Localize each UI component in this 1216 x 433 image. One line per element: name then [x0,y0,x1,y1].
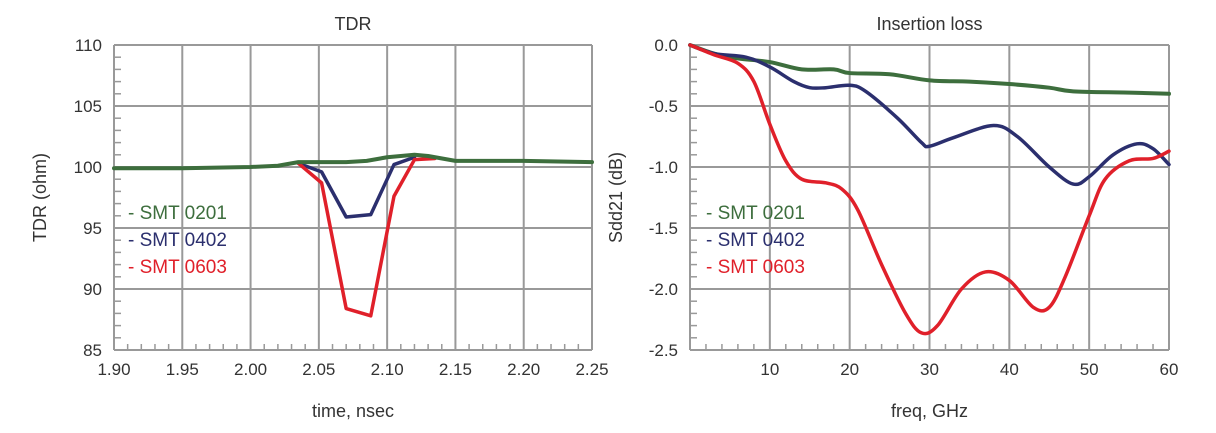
x-tick-label: 60 [1160,360,1179,379]
chart-0: 1.90 1.95 2.00 2.05 2.10 2.15 2.20 2.25 85 90 95 10… [30,14,609,421]
y-tick-label: -2.0 [649,280,678,299]
series-line-0201 [112,152,594,171]
chart-title: TDR [335,14,372,34]
y-tick-label: -1.0 [649,158,678,177]
legend-entry: - SMT 0402 [706,230,805,251]
series-line-0603 [688,43,1171,336]
y-tick-label: 90 [83,280,102,299]
series-line-0603 [296,156,437,318]
y-tick-label: 85 [83,341,102,360]
series-line-0201 [688,43,1171,96]
y-tick-label: -2.5 [649,341,678,360]
x-axis-label: freq, GHz [891,401,968,421]
x-tick-label: 2.25 [575,360,608,379]
chart-1: 10 20 30 40 50 60 -2.5 -2.0 -1.5 -1.0 -0.5 0.0 Inser… [606,14,1178,421]
x-tick-label: 2.15 [439,360,472,379]
x-tick-label: 1.90 [97,360,130,379]
y-axis-label: Sdd21 (dB) [606,152,626,243]
series-line-0402 [296,155,417,219]
x-tick-label: 2.10 [371,360,404,379]
legend-entry: - SMT 0201 [128,203,227,224]
x-tick-label: 1.95 [166,360,199,379]
x-tick-label: 20 [840,360,859,379]
x-tick-label: 2.00 [234,360,267,379]
x-tick-label: 30 [920,360,939,379]
y-tick-label: 110 [75,36,102,55]
y-tick-label: 0.0 [654,36,678,55]
y-tick-label: -0.5 [649,97,678,116]
x-tick-label: 50 [1080,360,1099,379]
x-tick-label: 10 [760,360,779,379]
legend-entry: - SMT 0603 [128,257,227,278]
chart-title: Insertion loss [876,14,982,34]
x-tick-label: 2.05 [302,360,335,379]
y-tick-label: -1.5 [649,219,678,238]
y-tick-label: 100 [74,158,102,177]
x-axis-label: time, nsec [312,401,394,421]
y-tick-label: 95 [83,219,102,238]
legend-entry: - SMT 0603 [706,257,805,278]
y-axis-label: TDR (ohm) [30,153,50,242]
x-tick-label: 40 [1000,360,1019,379]
legend-entry: - SMT 0201 [706,203,805,224]
series-line-0402 [688,43,1171,187]
x-tick-label: 2.20 [507,360,540,379]
legend-entry: - SMT 0402 [128,230,227,251]
y-tick-label: 105 [74,97,102,116]
